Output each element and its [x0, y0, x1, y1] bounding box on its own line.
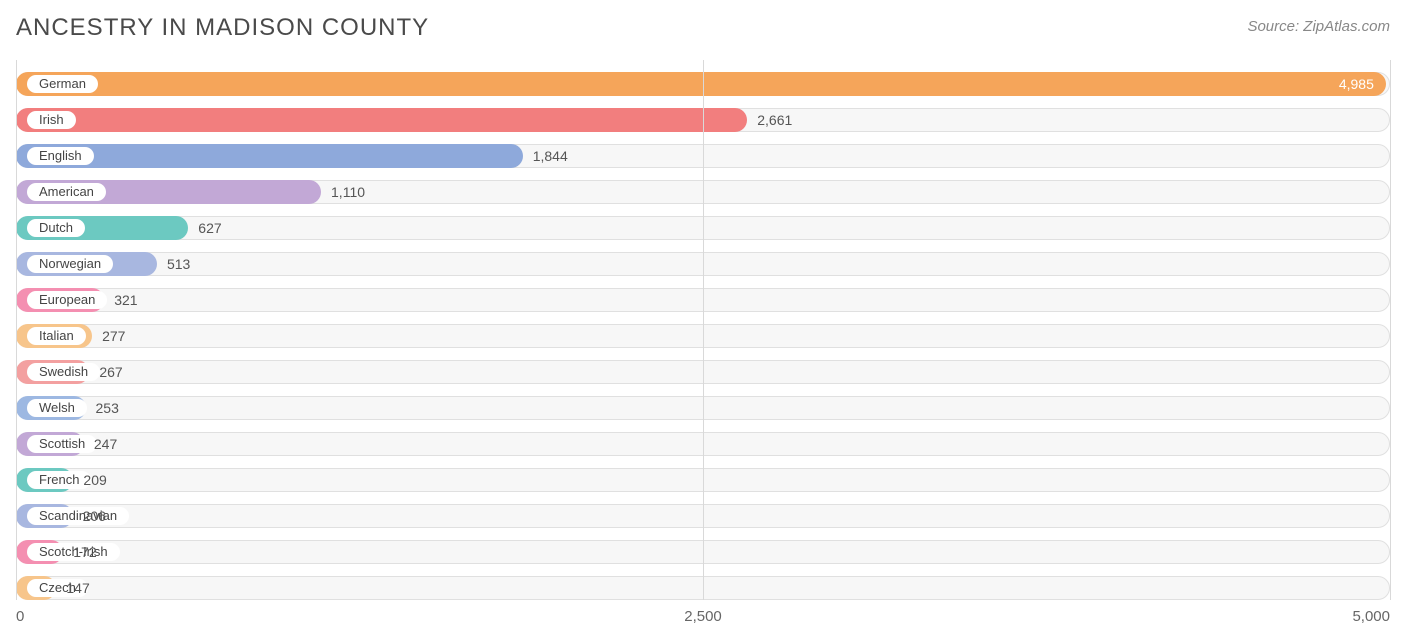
- header: ANCESTRY IN MADISON COUNTY Source: ZipAt…: [16, 14, 1390, 42]
- source-attribution: Source: ZipAtlas.com: [1247, 18, 1390, 35]
- bar-label-pill: Irish: [27, 111, 76, 129]
- bar-value-label: 1,844: [523, 144, 568, 168]
- bar-value-label: 247: [84, 432, 117, 456]
- gridline: [16, 60, 17, 600]
- x-tick-label: 5,000: [1352, 608, 1390, 625]
- bar-fill: [16, 108, 747, 132]
- gridline: [703, 60, 704, 600]
- bar-value-label: 627: [188, 216, 221, 240]
- bar-label-pill: English: [27, 147, 94, 165]
- chart-container: ANCESTRY IN MADISON COUNTY Source: ZipAt…: [0, 0, 1406, 644]
- bar-value-label: 321: [104, 288, 137, 312]
- bar-label-pill: Norwegian: [27, 255, 113, 273]
- bar-value-label: 2,661: [747, 108, 792, 132]
- bar-label-pill: Welsh: [27, 399, 87, 417]
- bar-value-label: 206: [73, 504, 106, 528]
- bar-value-label: 267: [89, 360, 122, 384]
- bar-label-pill: German: [27, 75, 98, 93]
- bar-value-label: 1,110: [321, 180, 365, 204]
- plot-area: German 4,985 Irish 2,661 English 1,844 America…: [16, 60, 1390, 600]
- bar-label-pill: Italian: [27, 327, 86, 345]
- bar-value-label: 172: [63, 540, 96, 564]
- x-tick-label: 0: [16, 608, 24, 625]
- bar-label-pill: Dutch: [27, 219, 85, 237]
- x-axis: 0 2,500 5,000: [16, 602, 1390, 632]
- bar-fill: [16, 72, 1386, 96]
- bar-value-label: 253: [86, 396, 119, 420]
- bar-value-label: 147: [56, 576, 89, 600]
- bar-value-label: 513: [157, 252, 190, 276]
- chart-title: ANCESTRY IN MADISON COUNTY: [16, 14, 429, 42]
- chart-area: German 4,985 Irish 2,661 English 1,844 America…: [16, 60, 1390, 632]
- x-tick-label: 2,500: [684, 608, 722, 625]
- bar-value-label: 4,985: [1339, 72, 1386, 96]
- gridline: [1390, 60, 1391, 600]
- bar-value-label: 277: [92, 324, 125, 348]
- bar-label-pill: European: [27, 291, 107, 309]
- bar-value-label: 209: [73, 468, 106, 492]
- bar-label-pill: American: [27, 183, 106, 201]
